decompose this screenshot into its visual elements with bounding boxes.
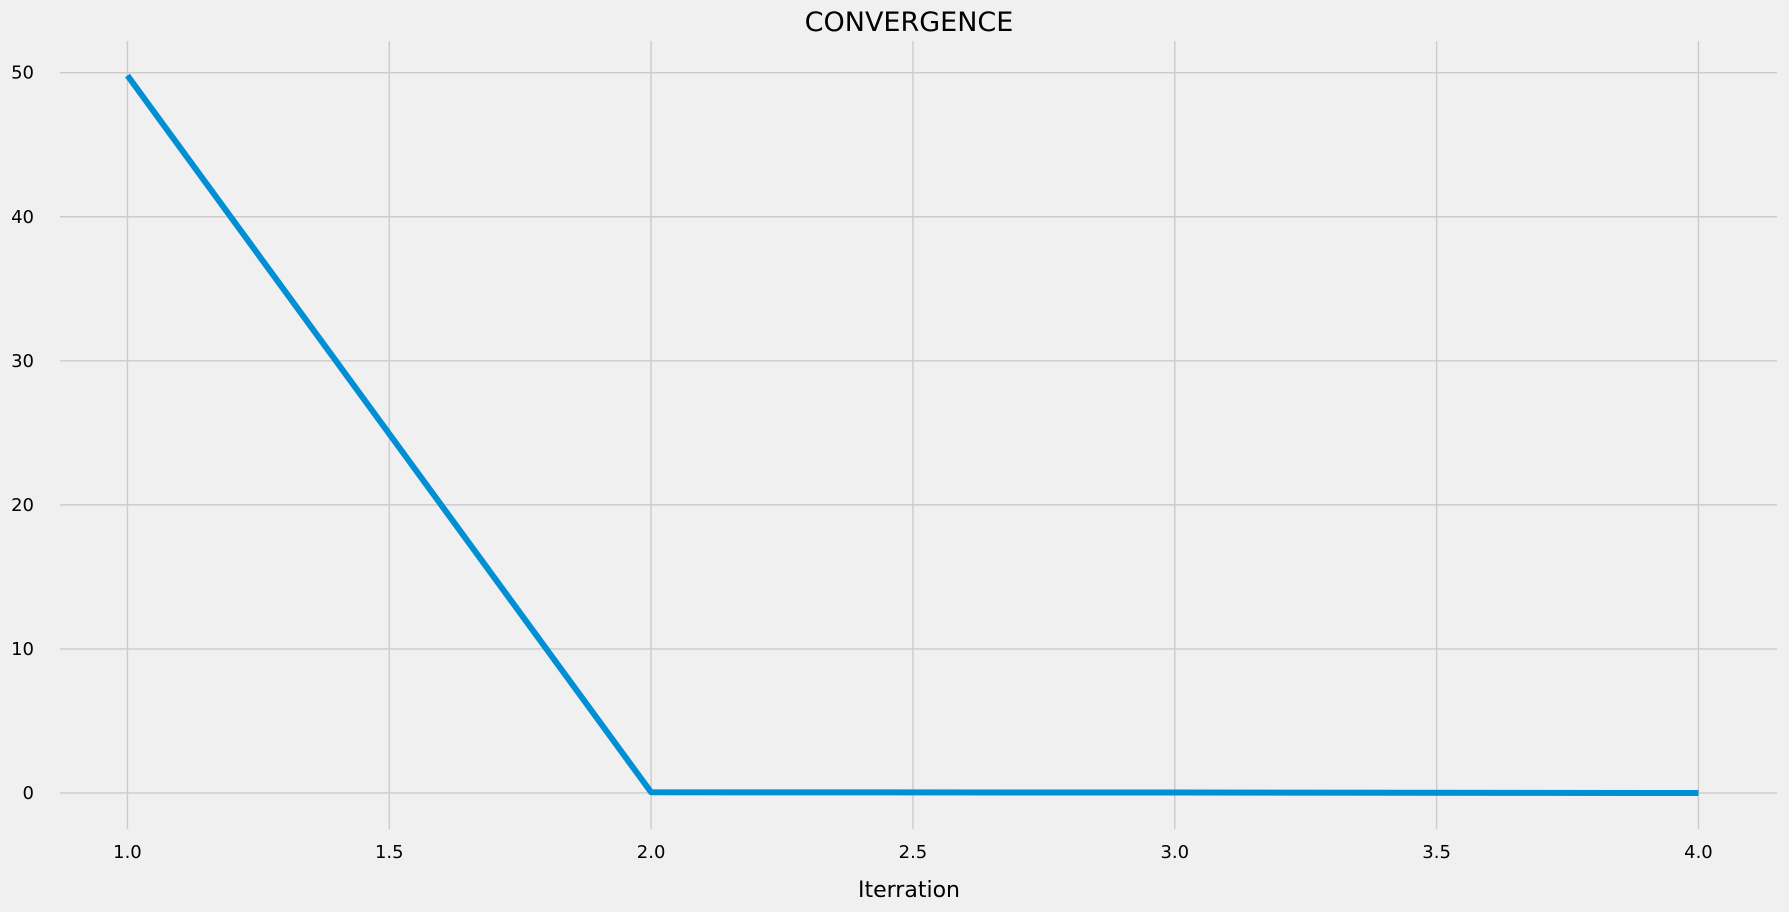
x-tick-label: 1.5 — [375, 842, 404, 863]
tick-labels: 1.0 1.5 2.0 2.5 3.0 3.5 4.0 0 10 20 30 40 50 — [11, 63, 1713, 863]
x-tick-label: 3.5 — [1422, 842, 1451, 863]
x-tick-label: 2.5 — [899, 842, 928, 863]
x-tick-label: 2.0 — [637, 842, 666, 863]
y-tick-label: 10 — [11, 639, 34, 660]
x-axis-label: Iterration — [858, 878, 960, 903]
y-tick-label: 30 — [11, 351, 34, 372]
x-tick-label: 3.0 — [1160, 842, 1189, 863]
x-tick-label: 4.0 — [1684, 842, 1713, 863]
y-tick-label: 20 — [11, 495, 34, 516]
y-tick-label: 50 — [11, 63, 34, 84]
x-tick-label: 1.0 — [113, 842, 142, 863]
y-tick-label: 0 — [23, 783, 34, 804]
chart-title: CONVERGENCE — [805, 7, 1014, 38]
grid-layer — [60, 41, 1777, 829]
series-layer — [125, 73, 1699, 796]
series-line — [125, 73, 1699, 796]
y-tick-label: 40 — [11, 207, 34, 228]
